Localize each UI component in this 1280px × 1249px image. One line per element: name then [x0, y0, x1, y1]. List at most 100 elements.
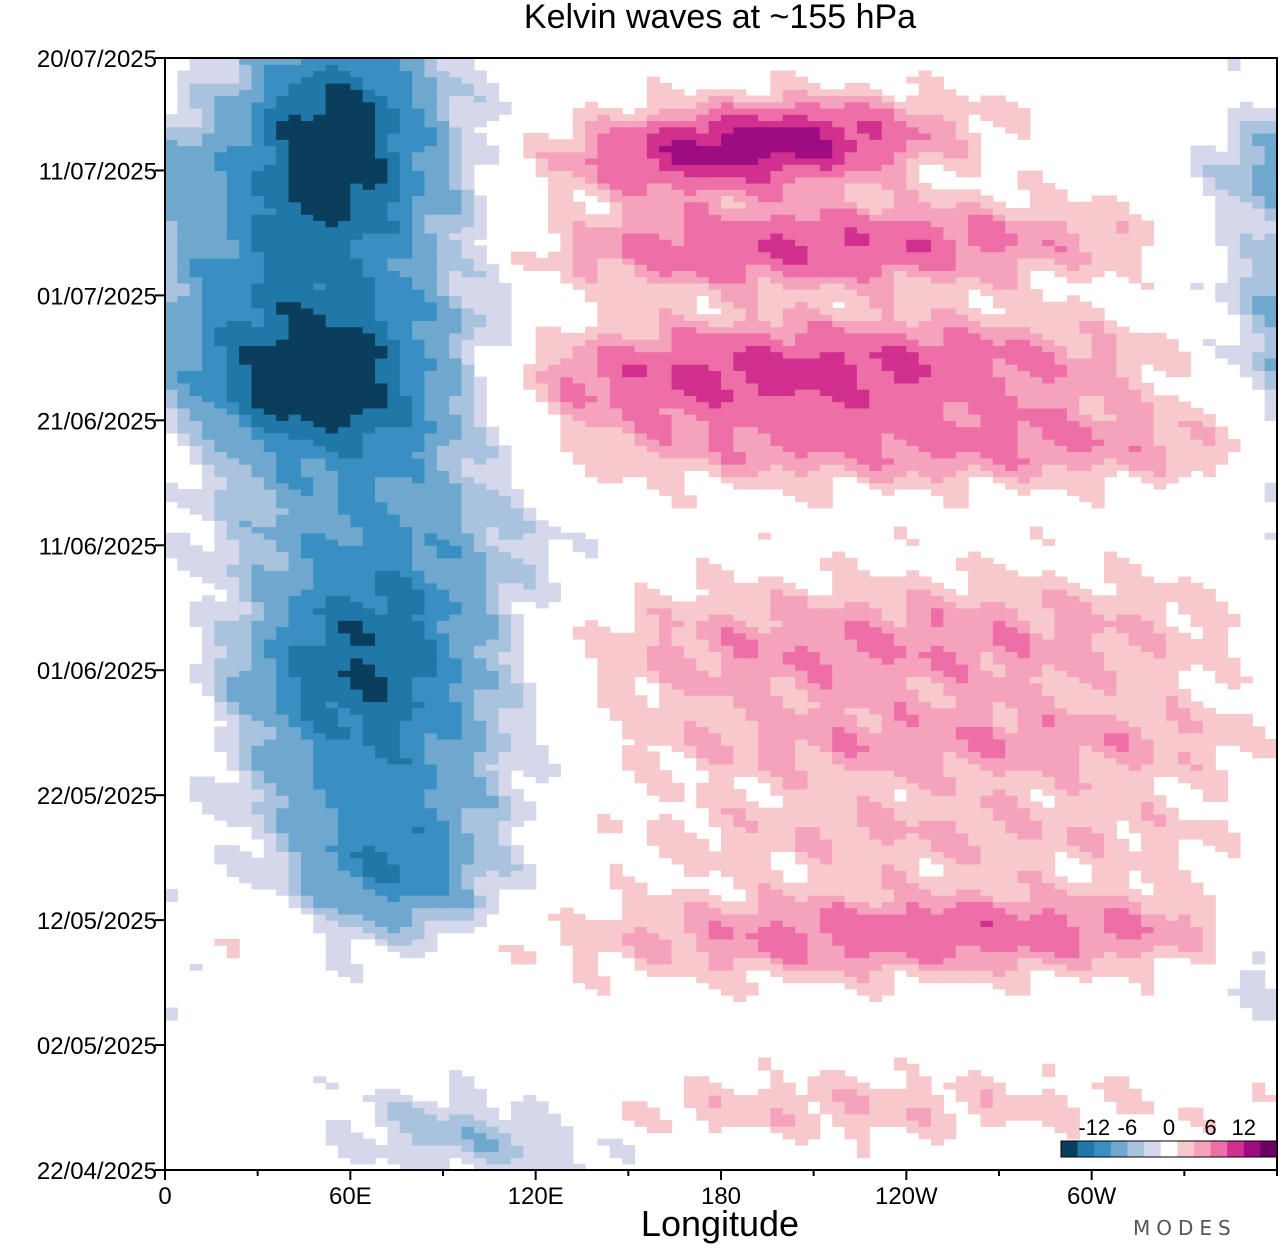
field-cell: [622, 657, 636, 665]
field-cell: [387, 557, 401, 565]
field-cell: [498, 520, 512, 528]
field-cell: [412, 795, 426, 803]
field-cell: [634, 589, 648, 596]
field-cell: [375, 264, 388, 272]
field-cell: [387, 564, 401, 571]
field-cell: [276, 707, 290, 715]
field-cell: [263, 726, 277, 734]
field-cell: [313, 876, 327, 884]
field-cell: [362, 751, 376, 759]
field-cell: [239, 607, 253, 615]
field-cell: [609, 688, 623, 696]
field-cell: [337, 957, 351, 965]
field-cell: [202, 782, 216, 790]
field-cell: [436, 58, 450, 65]
field-cell: [671, 382, 685, 390]
field-cell: [399, 382, 413, 390]
field-cell: [202, 126, 216, 134]
field-cell: [671, 938, 685, 946]
field-cell: [362, 520, 376, 528]
field-cell: [597, 632, 611, 640]
field-cell: [696, 626, 710, 634]
field-cell: [251, 595, 265, 603]
field-cell: [399, 751, 413, 759]
field-cell: [412, 139, 426, 147]
field-cell: [424, 157, 438, 165]
field-cell: [387, 926, 401, 934]
field-cell: [449, 751, 463, 759]
field-cell: [362, 726, 376, 734]
field-cell: [634, 182, 648, 190]
field-cell: [263, 207, 277, 215]
field-cell: [486, 876, 500, 884]
field-cell: [313, 351, 327, 359]
field-cell: [300, 114, 314, 122]
field-cell: [288, 832, 302, 840]
field-cell: [646, 476, 660, 484]
field-cell: [300, 707, 314, 715]
field-cell: [535, 589, 549, 596]
field-cell: [226, 314, 240, 321]
field-cell: [375, 720, 388, 728]
field-cell: [387, 164, 401, 172]
field-cell: [671, 851, 685, 859]
field-cell: [177, 407, 191, 415]
field-cell: [251, 826, 265, 834]
field-cell: [523, 251, 537, 259]
field-cell: [325, 738, 339, 746]
field-cell: [399, 364, 413, 371]
field-cell: [646, 257, 660, 265]
field-cell: [461, 220, 475, 228]
field-cell: [622, 1113, 636, 1121]
field-cell: [412, 826, 426, 834]
field-cell: [449, 782, 463, 790]
field-cell: [473, 807, 487, 815]
field-cell: [585, 139, 599, 147]
field-cell: [424, 1107, 438, 1115]
field-cell: [276, 58, 290, 65]
field-cell: [535, 570, 549, 578]
field-cell: [449, 732, 463, 740]
field-cell: [350, 614, 364, 621]
field-cell: [350, 432, 364, 440]
field-cell: [226, 476, 240, 484]
field-cell: [399, 164, 413, 172]
field-cell: [313, 713, 327, 721]
field-cell: [597, 220, 611, 228]
field-cell: [622, 151, 636, 159]
field-cell: [214, 270, 228, 278]
field-cell: [226, 526, 240, 534]
field-cell: [362, 176, 376, 184]
field-cell: [683, 332, 697, 340]
field-cell: [313, 301, 327, 309]
field-cell: [300, 870, 314, 877]
field-cell: [387, 245, 401, 253]
field-cell: [399, 888, 413, 896]
field-cell: [634, 357, 648, 365]
field-cell: [375, 626, 388, 634]
field-cell: [585, 457, 599, 465]
field-cell: [412, 895, 426, 902]
field-cell: [300, 738, 314, 746]
field-cell: [659, 295, 673, 303]
field-cell: [313, 782, 327, 790]
field-cell: [202, 364, 216, 371]
field-cell: [523, 757, 537, 765]
field-cell: [189, 76, 203, 84]
field-cell: [560, 207, 574, 215]
field-cell: [683, 632, 697, 640]
field-cell: [177, 557, 191, 565]
field-cell: [683, 432, 697, 440]
field-cell: [288, 539, 302, 546]
field-cell: [300, 895, 314, 902]
field-cell: [461, 239, 475, 247]
field-cell: [189, 432, 203, 440]
field-cell: [597, 151, 611, 159]
field-cell: [585, 445, 599, 453]
field-cell: [177, 314, 191, 321]
field-cell: [473, 863, 487, 871]
field-cell: [560, 389, 574, 396]
field-cell: [597, 464, 611, 471]
field-cell: [226, 301, 240, 309]
field-cell: [189, 201, 203, 209]
